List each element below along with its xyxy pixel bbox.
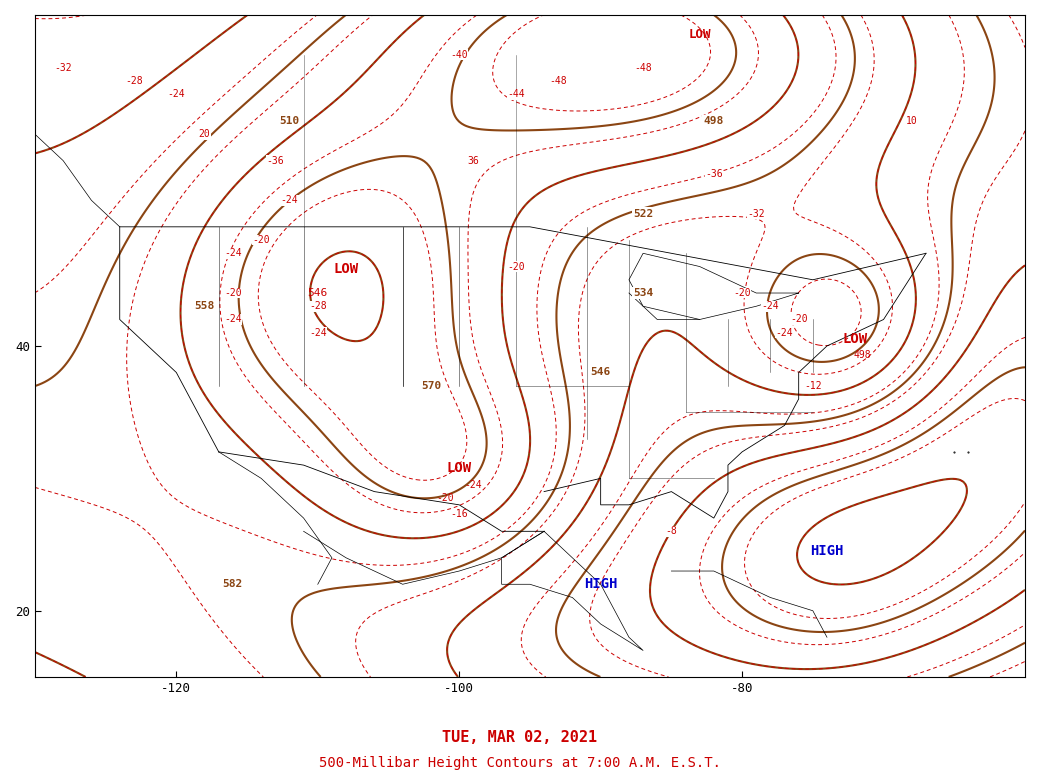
- Text: LOW: LOW: [446, 461, 472, 475]
- Text: 498: 498: [854, 350, 872, 360]
- Text: 522: 522: [633, 208, 653, 218]
- Text: -24: -24: [167, 90, 185, 99]
- Text: -40: -40: [450, 50, 468, 60]
- Text: 498: 498: [704, 116, 724, 126]
- Text: -44: -44: [506, 90, 524, 99]
- Text: HIGH: HIGH: [810, 544, 843, 558]
- Text: -28: -28: [309, 301, 327, 311]
- Text: -48: -48: [634, 63, 652, 73]
- Text: -12: -12: [804, 381, 822, 391]
- Text: -20: -20: [733, 288, 751, 298]
- Text: 570: 570: [421, 381, 441, 391]
- Text: -48: -48: [549, 76, 567, 87]
- Text: TUE, MAR 02, 2021: TUE, MAR 02, 2021: [442, 729, 598, 745]
- Text: 546: 546: [308, 288, 328, 298]
- Text: 546: 546: [591, 367, 610, 378]
- Text: LOW: LOW: [842, 332, 867, 346]
- Text: 558: 558: [194, 301, 214, 311]
- Text: -8: -8: [666, 526, 677, 537]
- Text: -20: -20: [789, 314, 807, 324]
- Text: -20: -20: [436, 493, 453, 503]
- Text: LOW: LOW: [334, 262, 359, 276]
- Text: HIGH: HIGH: [583, 577, 618, 591]
- Text: -24: -24: [465, 480, 483, 490]
- Text: 510: 510: [280, 116, 300, 126]
- Text: LOW: LOW: [688, 28, 711, 41]
- Text: -24: -24: [224, 314, 241, 324]
- Text: 534: 534: [633, 288, 653, 298]
- Text: -32: -32: [748, 208, 765, 218]
- Text: 500-Millibar Height Contours at 7:00 A.M. E.S.T.: 500-Millibar Height Contours at 7:00 A.M…: [319, 756, 721, 770]
- Text: -24: -24: [761, 301, 779, 311]
- Text: -16: -16: [450, 509, 468, 519]
- Text: -24: -24: [224, 248, 241, 258]
- Text: -24: -24: [281, 195, 298, 205]
- Text: -36: -36: [705, 168, 723, 179]
- Text: -28: -28: [125, 76, 142, 87]
- Text: -24: -24: [309, 328, 327, 338]
- Text: 36: 36: [467, 156, 479, 165]
- Text: -20: -20: [253, 235, 270, 245]
- Text: -36: -36: [266, 156, 284, 165]
- Text: -20: -20: [224, 288, 241, 298]
- Text: 10: 10: [906, 116, 917, 126]
- Text: -20: -20: [506, 261, 524, 271]
- Text: 20: 20: [199, 129, 210, 139]
- Text: 582: 582: [223, 580, 243, 589]
- Text: -32: -32: [54, 63, 72, 73]
- Text: -24: -24: [776, 328, 794, 338]
